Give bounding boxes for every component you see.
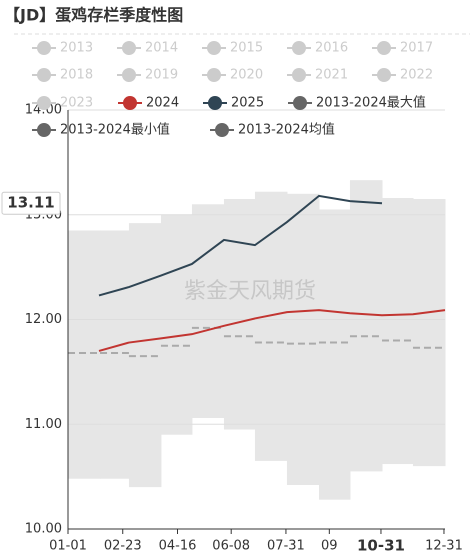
x-tick-label: 02-23 [104, 539, 142, 554]
legend-icon [37, 123, 51, 137]
legend-label: 2015 [230, 41, 263, 56]
legend-label: 2016 [315, 41, 348, 56]
legend-icon [293, 96, 307, 110]
range-band [223, 199, 256, 430]
legend-icon [37, 41, 51, 55]
legend-label: 2023 [60, 96, 93, 111]
legend-label: 2013-2024均值 [238, 122, 335, 138]
x-tick-label: 06-08 [212, 539, 250, 554]
x-tick-label: 07-31 [267, 539, 305, 554]
range-band [160, 214, 193, 435]
range-band [318, 209, 351, 500]
legend-icon [215, 123, 229, 137]
legend-icon [123, 96, 137, 110]
chart-title: 【JD】蛋鸡存栏季度性图 [4, 6, 183, 25]
legend-icon [292, 41, 306, 55]
legend-label: 2020 [230, 68, 263, 83]
legend-icon [122, 68, 136, 82]
legend-label: 2025 [231, 96, 264, 111]
legend-icon [207, 68, 221, 82]
legend-label: 2019 [145, 68, 178, 83]
range-band [68, 230, 101, 479]
legend-icon [122, 41, 136, 55]
x-tick-label: 01-01 [49, 539, 87, 554]
legend-label: 2022 [400, 68, 433, 83]
legend-icon [37, 68, 51, 82]
legend-icon [292, 68, 306, 82]
legend-label: 2013-2024最小值 [60, 122, 170, 138]
x-tick-label: 09 [321, 539, 338, 554]
legend-label: 2017 [400, 41, 433, 56]
x-tick-label: 10-31 [357, 537, 405, 554]
range-band [128, 223, 162, 488]
legend-label: 2018 [60, 68, 93, 83]
range-band [381, 197, 414, 465]
legend-label: 2013 [60, 41, 93, 56]
range-band [286, 193, 320, 486]
watermark: 紫金天风期货 [184, 279, 316, 304]
legend-label: 2014 [145, 41, 178, 56]
series-line [98, 194, 383, 297]
y-tick-label: 14.00 [25, 103, 62, 118]
value-callout [1, 191, 61, 215]
range-band [191, 204, 225, 418]
legend-icon [208, 96, 222, 110]
range-band [254, 191, 288, 461]
value-callout-label: 13.11 [7, 194, 54, 212]
legend-icon [377, 41, 391, 55]
legend-icon [207, 41, 221, 55]
x-tick-label: 12-31 [425, 539, 463, 554]
legend-label: 2024 [146, 96, 179, 111]
y-tick-label: 12.00 [25, 312, 62, 327]
y-tick-label: 11.00 [25, 417, 62, 432]
x-tick-label: 04-16 [159, 539, 197, 554]
range-band [412, 199, 446, 467]
legend-icon [377, 68, 391, 82]
legend-label: 2013-2024最大值 [316, 95, 426, 111]
range-band [349, 180, 383, 472]
series-line [98, 309, 446, 352]
legend-icon [37, 96, 51, 110]
legend-label: 2021 [315, 68, 348, 83]
y-tick-label: 10.00 [25, 522, 62, 537]
range-band [100, 230, 130, 479]
